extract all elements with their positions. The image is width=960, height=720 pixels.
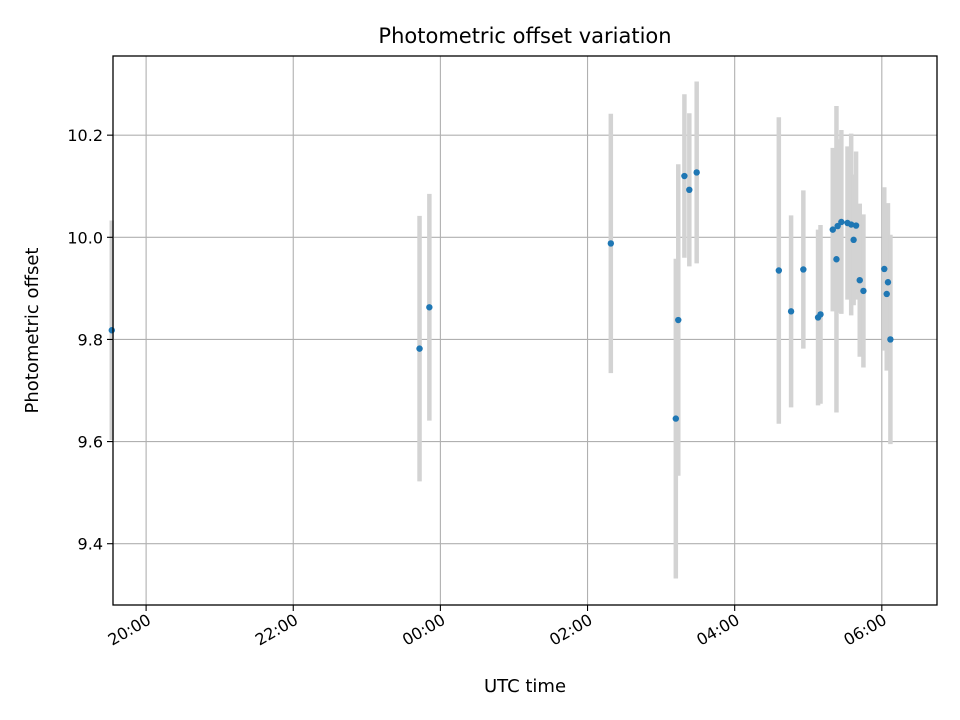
data-point (607, 240, 615, 247)
y-tick-label: 10.2 (67, 126, 103, 145)
chart-title: Photometric offset variation (378, 24, 671, 48)
data-point (838, 218, 845, 226)
y-tick-label: 9.6 (78, 433, 103, 452)
data-point (416, 345, 423, 352)
plot-frame (112, 55, 938, 606)
data-point (834, 222, 841, 230)
data-point (883, 290, 890, 298)
data-point (426, 304, 433, 311)
data-point (847, 221, 855, 228)
data-point (833, 256, 840, 263)
data-point (675, 316, 682, 324)
data-point (881, 265, 888, 273)
data-point (884, 279, 892, 286)
data-point (108, 327, 115, 334)
data-point (817, 311, 824, 318)
data-point (787, 308, 795, 315)
data-point (686, 186, 693, 194)
data-point (887, 336, 894, 343)
y-tick-label: 9.8 (78, 330, 103, 349)
x-axis-label: UTC time (484, 676, 566, 697)
data-point (672, 415, 680, 422)
data-point (775, 267, 783, 274)
data-point (850, 236, 857, 244)
data-point (856, 276, 863, 284)
y-tick-label: 10.0 (67, 228, 103, 247)
data-point (800, 266, 807, 273)
point-layer (108, 169, 894, 422)
data-point (860, 287, 867, 295)
data-point (829, 226, 836, 233)
y-axis-label: Photometric offset (22, 248, 43, 414)
data-point (681, 172, 688, 180)
data-point (693, 169, 700, 176)
grid-layer (113, 56, 937, 605)
y-tick-label: 9.4 (78, 535, 103, 554)
data-point (852, 222, 860, 229)
